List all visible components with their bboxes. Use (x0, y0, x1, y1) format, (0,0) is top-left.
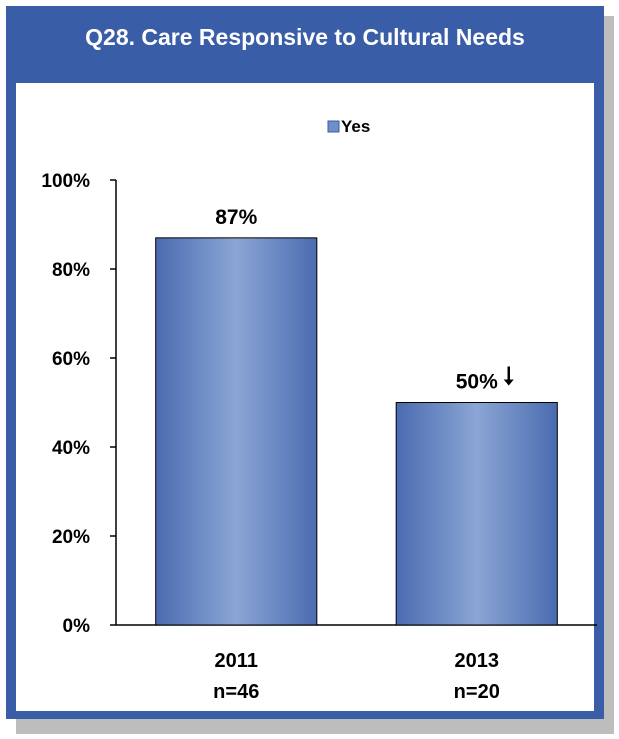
y-tick-label: 40% (52, 438, 90, 459)
data-label-2011: 87% (215, 206, 257, 229)
x-sample-size-label: n=20 (454, 681, 500, 703)
bar-2011 (155, 237, 318, 626)
legend-label-yes: Yes (341, 117, 370, 136)
x-tick-label: 2011 (215, 650, 258, 672)
legend-swatch-yes (327, 120, 340, 133)
y-tick-label: 80% (52, 260, 90, 281)
chart-title: Q28. Care Responsive to Cultural Needs (85, 24, 525, 50)
y-tick-label: 0% (63, 616, 91, 637)
x-sample-size-label: n=46 (213, 681, 259, 703)
data-label-2013: 50% (456, 371, 498, 394)
y-tick-label: 100% (41, 171, 90, 192)
x-tick-label: 2013 (455, 650, 500, 672)
y-tick-label: 20% (52, 527, 90, 548)
bar-2013 (395, 402, 558, 626)
down-arrow-icon (503, 366, 514, 386)
y-tick-label: 60% (52, 349, 90, 370)
